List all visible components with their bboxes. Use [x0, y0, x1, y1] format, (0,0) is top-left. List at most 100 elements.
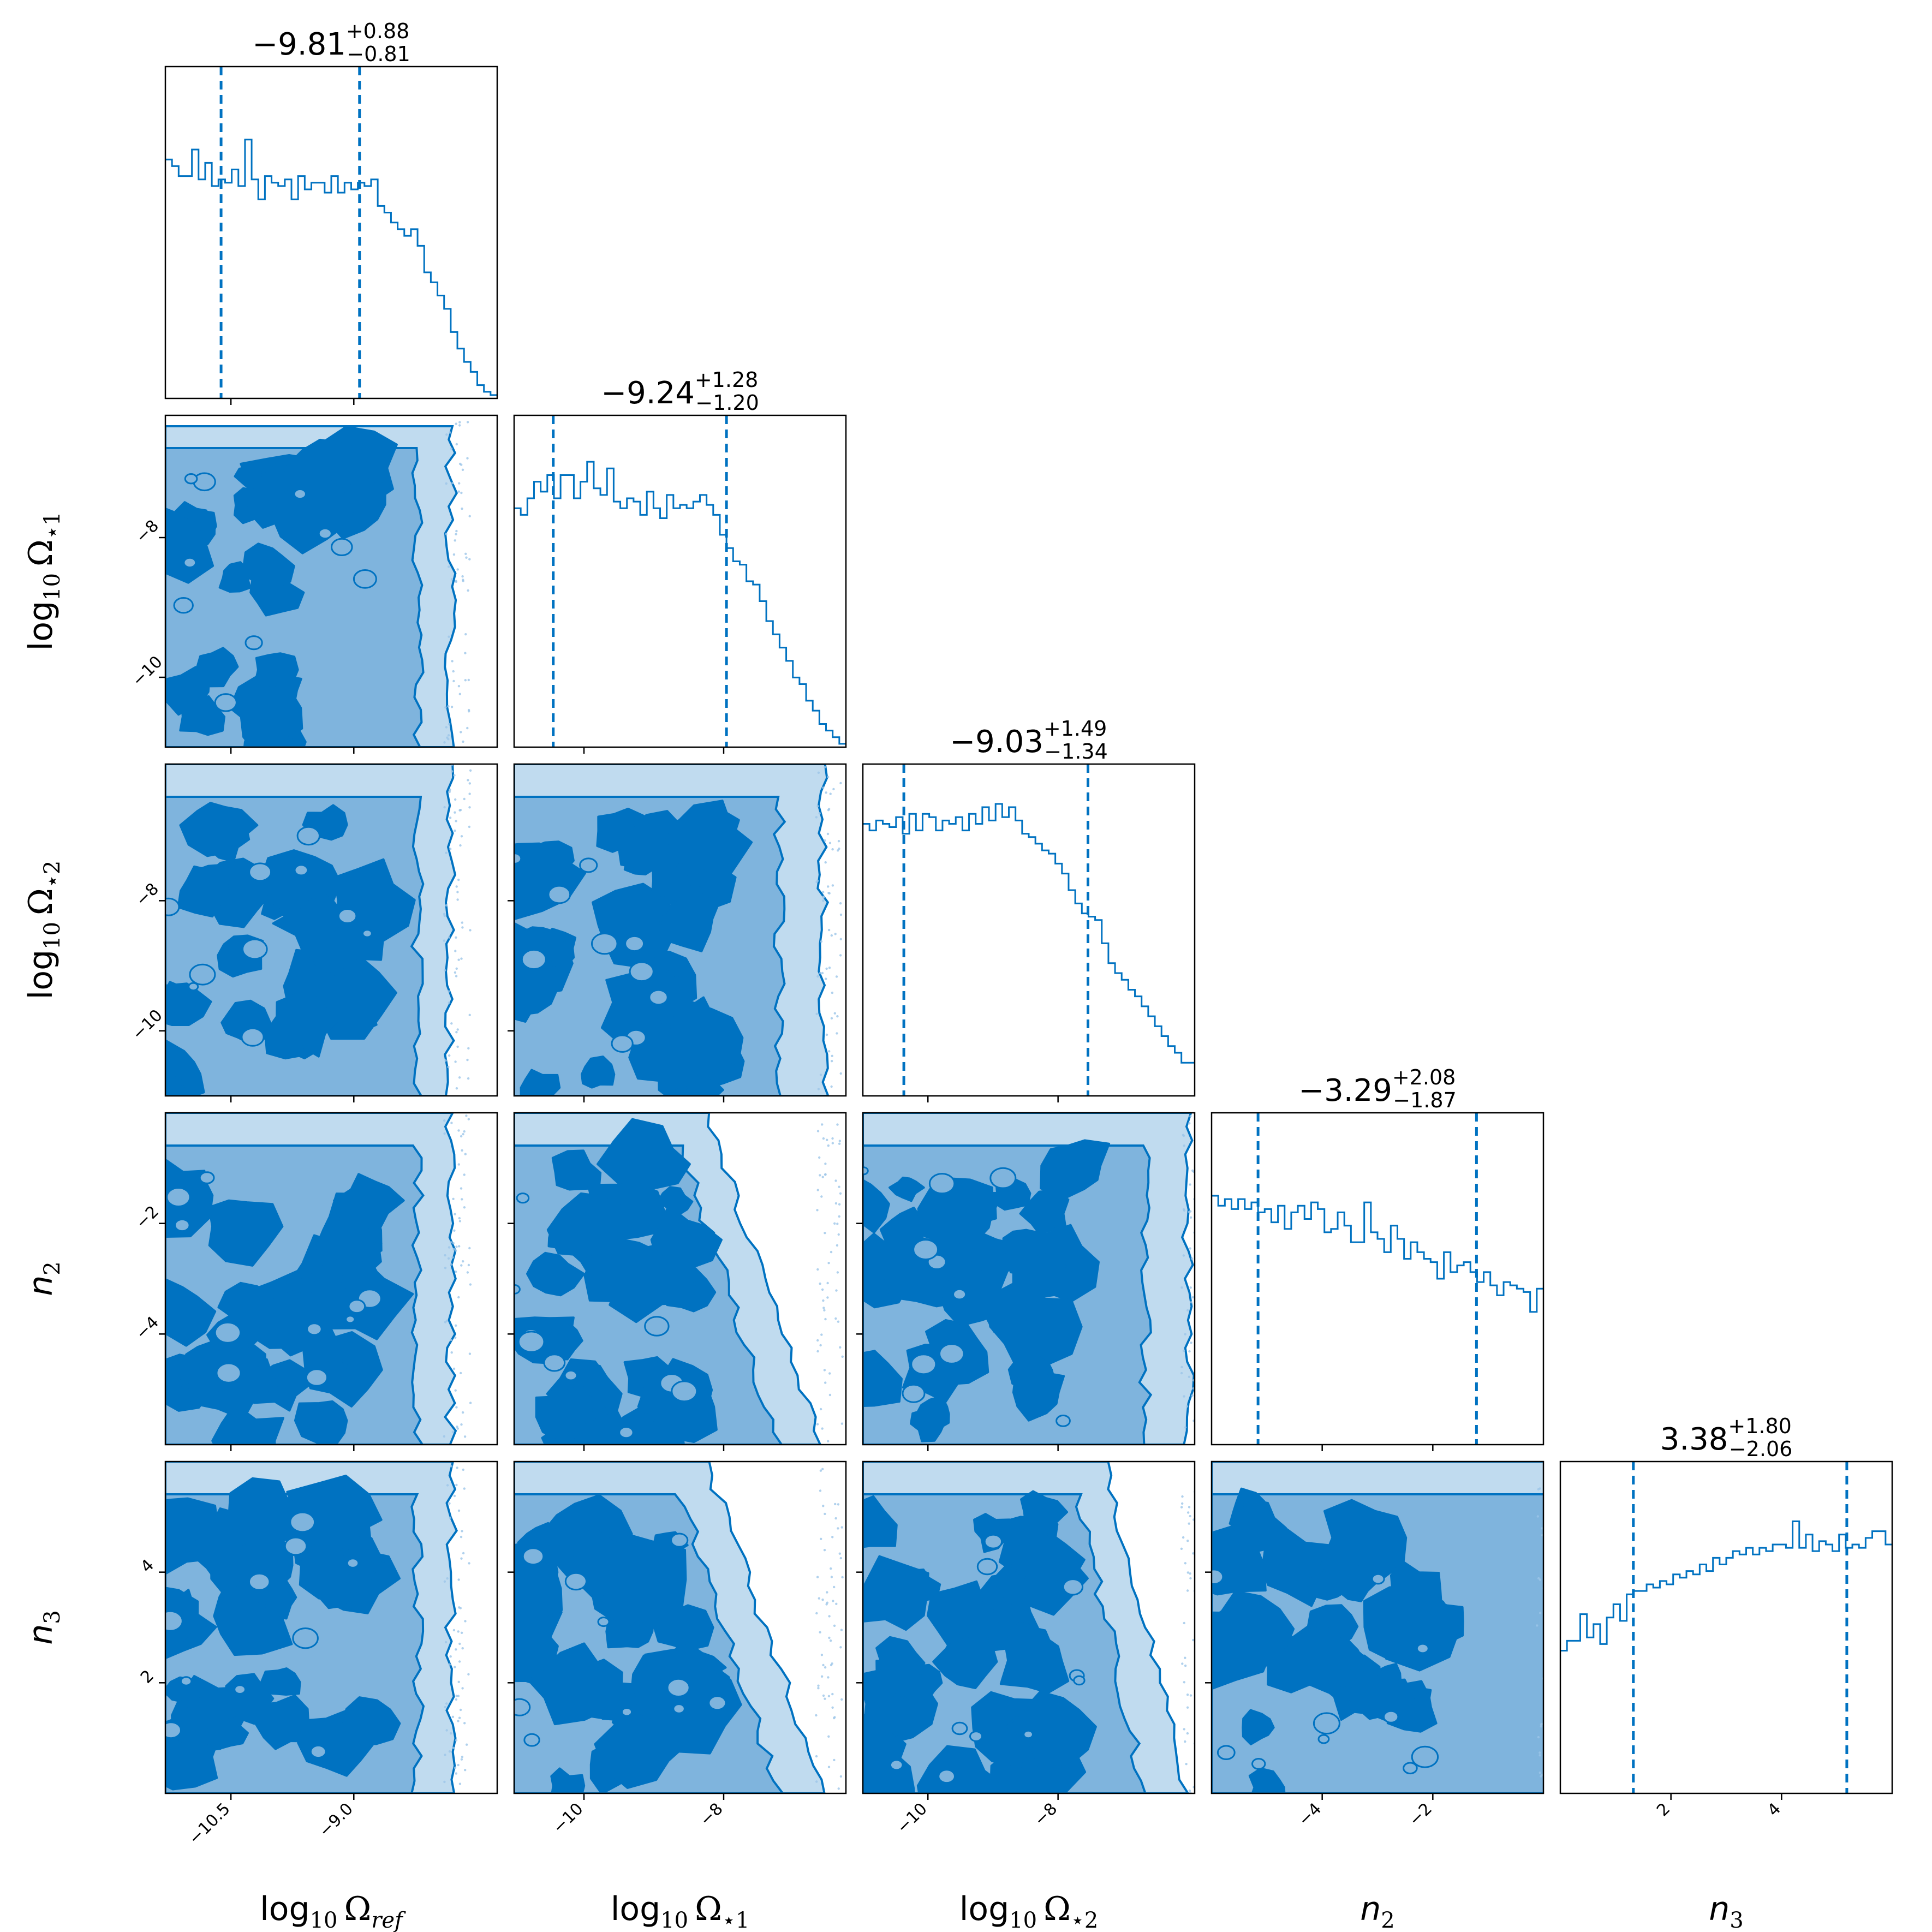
- sample-point: [832, 1600, 834, 1602]
- title-log_omega_star1: −9.24+1.28 −1.20: [601, 368, 759, 415]
- contour-island: [976, 1558, 998, 1576]
- sample-point: [451, 1715, 455, 1718]
- contour-1sigma-blob: [1279, 1625, 1364, 1695]
- panel-frame: [164, 65, 498, 399]
- contour-1sigma-blob: [659, 893, 722, 952]
- sample-point: [462, 1552, 465, 1555]
- contour-1sigma-blob: [550, 1767, 586, 1793]
- label-sub: ⋆1: [722, 1908, 750, 1932]
- sample-point: [1537, 1736, 1540, 1739]
- contour-1sigma-blob: [1003, 1532, 1086, 1584]
- title-value: −3.29: [1298, 1073, 1392, 1108]
- sample-point: [1190, 1257, 1194, 1260]
- contour-island: [242, 938, 268, 960]
- panel-frame: [164, 414, 498, 748]
- sample-point: [1198, 1226, 1200, 1229]
- contour-island: [889, 1759, 904, 1771]
- sample-point: [836, 1123, 839, 1126]
- sample-point: [816, 1268, 819, 1271]
- x-axis-label-n2: n2: [1360, 1890, 1394, 1932]
- sample-point: [456, 568, 459, 571]
- sample-point: [827, 1676, 830, 1679]
- sample-point: [830, 1250, 833, 1254]
- label-sub: 2: [40, 1261, 65, 1275]
- y-tick-label: −8: [132, 879, 163, 910]
- sample-point: [460, 957, 463, 960]
- contour-1sigma-blob: [244, 1358, 278, 1393]
- sample-point: [829, 1639, 832, 1642]
- contour-1sigma-blob: [915, 1395, 950, 1433]
- histogram-n2: [1212, 1195, 1543, 1313]
- sample-point: [837, 1503, 840, 1506]
- title-value: 3.38: [1660, 1422, 1728, 1457]
- sample-point: [457, 1129, 460, 1132]
- sample-point: [1181, 1502, 1184, 1505]
- sample-point: [824, 1512, 826, 1516]
- sample-point: [1551, 1680, 1553, 1683]
- contour-panel-n3-vs-log_omega_star2: [863, 1462, 1207, 1793]
- sample-point: [461, 1530, 463, 1533]
- contour-island: [579, 857, 598, 873]
- contour-island: [1317, 1734, 1330, 1744]
- sample-point: [459, 809, 462, 812]
- sample-point: [467, 678, 470, 682]
- sample-point: [837, 1527, 839, 1530]
- sample-point: [469, 1283, 472, 1286]
- contour-island: [296, 826, 320, 846]
- contour-island: [952, 1288, 967, 1301]
- sample-point: [831, 1662, 833, 1665]
- sample-point: [830, 934, 833, 937]
- sample-point: [447, 1065, 450, 1069]
- sample-point: [452, 553, 456, 556]
- sample-point: [1536, 1515, 1539, 1518]
- sample-point: [816, 1350, 819, 1353]
- sample-point: [444, 969, 446, 972]
- sample-point: [444, 1641, 448, 1644]
- contour-island: [306, 1322, 323, 1336]
- sample-point: [457, 1720, 460, 1722]
- sample-point: [457, 1680, 460, 1683]
- sample-point: [460, 1187, 463, 1190]
- sample-point: [1201, 1433, 1203, 1435]
- sample-point: [460, 1535, 463, 1539]
- sample-point: [466, 1058, 469, 1062]
- sample-point: [1553, 1639, 1555, 1642]
- sample-point: [824, 1317, 827, 1321]
- sample-point: [1186, 1732, 1189, 1735]
- sample-point: [1191, 1296, 1195, 1299]
- sample-point: [1184, 1333, 1186, 1335]
- x-tick-label: −2: [1405, 1799, 1436, 1830]
- sample-point: [827, 776, 830, 778]
- sample-point: [452, 1746, 455, 1749]
- sample-point: [450, 1263, 453, 1266]
- sample-point: [1184, 1740, 1186, 1743]
- sample-point: [1207, 1387, 1209, 1390]
- contour-1sigma-blob: [617, 810, 684, 875]
- contour-island: [902, 1384, 926, 1403]
- sample-point: [454, 1389, 457, 1392]
- contour-1sigma-blob: [669, 1000, 744, 1074]
- sample-point: [1189, 1183, 1191, 1186]
- label-main: log: [22, 950, 60, 999]
- sample-point: [819, 971, 822, 975]
- sample-point: [834, 933, 837, 935]
- sample-point: [469, 929, 472, 932]
- sample-point: [835, 975, 838, 978]
- sample-point: [454, 1060, 457, 1063]
- sample-point: [468, 825, 471, 828]
- sample-point: [1548, 1460, 1551, 1463]
- y-axis-label-log_omega_star2: log10 Ω⋆2: [22, 861, 65, 1000]
- sample-point: [1205, 1684, 1207, 1686]
- contour-island: [547, 885, 571, 904]
- sample-point: [457, 1578, 460, 1581]
- histogram-step-line: [1212, 1195, 1543, 1313]
- sample-point: [824, 1381, 827, 1384]
- sample-point: [833, 1012, 837, 1015]
- sample-point: [1186, 1540, 1189, 1542]
- label-main: n: [22, 1624, 60, 1645]
- sample-point: [1188, 1350, 1191, 1353]
- contour-1sigma-blob: [875, 1659, 922, 1702]
- sample-point: [819, 1631, 821, 1633]
- sample-point: [826, 832, 830, 836]
- sample-point: [448, 1502, 451, 1505]
